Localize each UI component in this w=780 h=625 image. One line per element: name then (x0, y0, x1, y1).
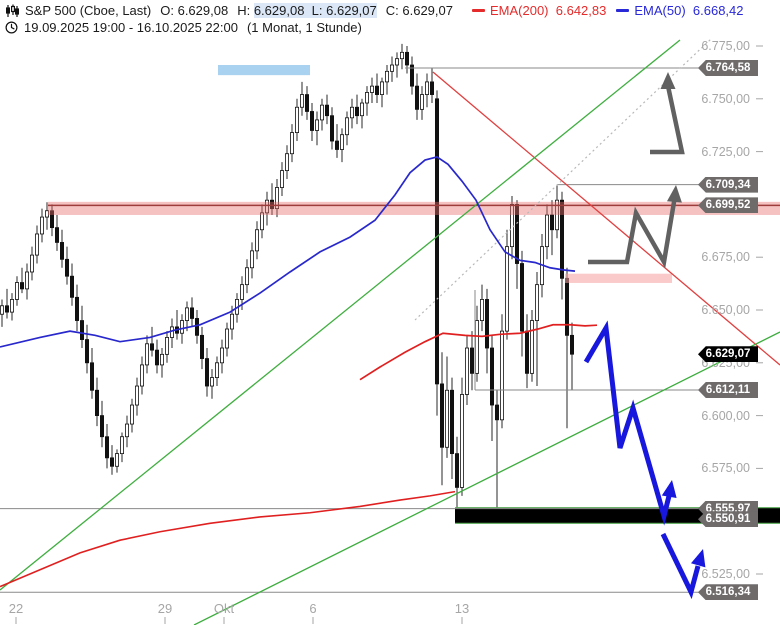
price-tag: 6.764,58 (698, 60, 758, 76)
y-axis-tick-label: 6.675,00 (701, 250, 750, 265)
chart-header: S&P 500 (Cboe, Last) O: 6.629,08 H: 6.62… (5, 2, 744, 36)
y-axis-tick-label: 6.750,00 (701, 91, 750, 106)
symbol-title: S&P 500 (Cboe, Last) (25, 3, 152, 18)
x-axis-tick-label: 13 (454, 601, 470, 616)
y-axis-tick-label: 6.525,00 (701, 567, 750, 581)
ema200-legend: EMA(200) 6.642,83 (489, 3, 607, 18)
y-axis-tick-label: 6.725,00 (701, 144, 750, 159)
clock-icon (5, 21, 18, 34)
projection-down-then-bounce (660, 532, 701, 600)
candlestick-chart-icon (5, 4, 19, 18)
ema200-legend-swatch (471, 9, 485, 12)
price-tag: 6.516,34 (698, 584, 758, 601)
x-axis-tick-label: 29 (157, 601, 173, 616)
ohlc-row: S&P 500 (Cboe, Last) O: 6.629,08 H: 6.62… (5, 2, 744, 19)
date-range-row: 19.09.2025 19:00 - 16.10.2025 22:00 (1 M… (5, 19, 744, 36)
ema50-line (0, 155, 576, 348)
ema200-line (359, 323, 598, 381)
projection-zigzag-up (588, 195, 678, 269)
y-axis-tick-label: 6.775,00 (701, 39, 750, 53)
price-tag: 6.709,34 (698, 176, 758, 193)
y-axis-tick-label: 6.600,00 (701, 408, 750, 423)
x-axis-tick-label: 22 (8, 601, 24, 616)
red-downtrend-line (432, 71, 780, 366)
y-axis-tick-label: 6.575,00 (701, 461, 750, 476)
high-low-values: 6.629,08 L: 6.629,07 (253, 3, 377, 18)
open-value: O: 6.629,08 (160, 3, 229, 18)
close-value: C: 6.629,07 (385, 3, 453, 18)
price-tag: 6.612,11 (698, 382, 758, 399)
green-uptrend-steep (0, 39, 681, 591)
red-lower-curve (0, 490, 456, 588)
green-uptrend-shallow (193, 331, 780, 625)
price-tag: 6.699,52 (698, 197, 758, 214)
date-range: 19.09.2025 19:00 - 16.10.2025 22:00 (24, 20, 238, 35)
high-marker-box (218, 65, 310, 76)
ema50-legend-swatch (616, 9, 630, 12)
minor-resistance-zone (565, 273, 672, 283)
price-tag: 6.629,07 (698, 346, 758, 363)
price-tag: 6.550,91 (698, 511, 758, 528)
projection-zigzag-down (583, 320, 673, 526)
candles (0, 43, 575, 520)
high-label: H: (237, 3, 251, 18)
x-axis-tick-label: 6 (309, 601, 317, 616)
y-axis-tick-label: 6.650,00 (701, 303, 750, 317)
projection-up-top (650, 85, 685, 155)
x-axis-tick-label: Okt (213, 601, 235, 616)
ema50-legend: EMA(50) 6.668,42 (634, 3, 744, 18)
timeframe: (1 Monat, 1 Stunde) (246, 20, 362, 35)
